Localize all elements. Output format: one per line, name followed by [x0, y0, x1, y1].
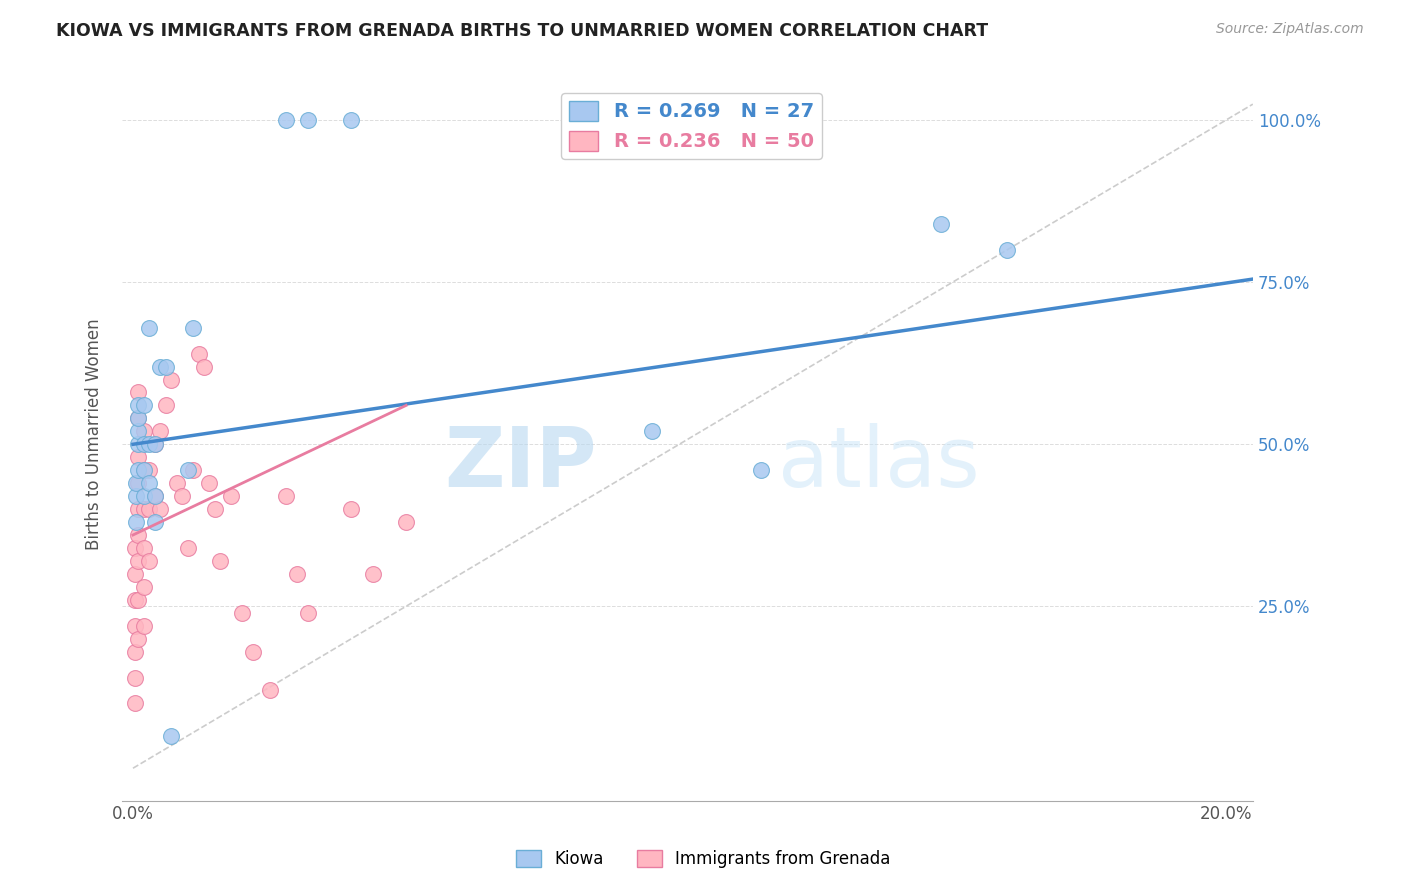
Point [995, 243, 1018, 257]
Point [176, 541, 198, 555]
Point [124, 541, 146, 555]
Point [127, 399, 149, 413]
Point [132, 489, 155, 503]
Point [127, 554, 149, 568]
Point [124, 592, 146, 607]
Point [155, 359, 177, 374]
Point [127, 502, 149, 516]
Point [149, 425, 172, 439]
Point [127, 385, 149, 400]
Point [124, 697, 146, 711]
Point [149, 359, 172, 374]
Point [285, 566, 308, 581]
Point [132, 541, 155, 555]
Point [395, 515, 418, 529]
Point [127, 476, 149, 491]
Point [124, 566, 146, 581]
Point [193, 359, 215, 374]
Point [127, 592, 149, 607]
Point [209, 554, 232, 568]
Point [641, 425, 664, 439]
Point [127, 437, 149, 451]
Point [124, 618, 146, 632]
Point [221, 489, 243, 503]
Point [132, 463, 155, 477]
Text: atlas: atlas [778, 424, 980, 504]
Y-axis label: Births to Unmarried Women: Births to Unmarried Women [86, 318, 103, 550]
Point [931, 217, 953, 231]
Point [132, 425, 155, 439]
Point [149, 502, 172, 516]
Point [138, 320, 160, 334]
Point [127, 463, 149, 477]
Point [124, 645, 146, 659]
Point [297, 606, 319, 620]
Point [274, 489, 297, 503]
Point [166, 476, 188, 491]
Point [242, 645, 264, 659]
Point [127, 411, 149, 425]
Point [160, 372, 183, 386]
Point [143, 515, 166, 529]
Point [138, 502, 160, 516]
Point [132, 502, 155, 516]
Point [132, 618, 155, 632]
Point [231, 606, 253, 620]
Point [204, 502, 226, 516]
Point [259, 683, 281, 698]
Point [176, 463, 198, 477]
Point [143, 489, 166, 503]
Point [160, 729, 183, 743]
Point [138, 437, 160, 451]
Point [274, 113, 297, 128]
Point [749, 463, 772, 477]
Point [127, 425, 149, 439]
Text: ZIP: ZIP [444, 424, 598, 504]
Legend: R = 0.269   N = 27, R = 0.236   N = 50: R = 0.269 N = 27, R = 0.236 N = 50 [561, 93, 823, 159]
Point [132, 580, 155, 594]
Point [155, 399, 177, 413]
Point [132, 463, 155, 477]
Point [138, 463, 160, 477]
Point [127, 450, 149, 465]
Point [340, 502, 363, 516]
Text: KIOWA VS IMMIGRANTS FROM GRENADA BIRTHS TO UNMARRIED WOMEN CORRELATION CHART: KIOWA VS IMMIGRANTS FROM GRENADA BIRTHS … [56, 22, 988, 40]
Legend: Kiowa, Immigrants from Grenada: Kiowa, Immigrants from Grenada [509, 843, 897, 875]
Point [363, 566, 385, 581]
Point [181, 320, 204, 334]
Point [127, 528, 149, 542]
Point [143, 437, 166, 451]
Point [127, 632, 149, 646]
Point [297, 113, 319, 128]
Point [340, 113, 363, 128]
Point [172, 489, 194, 503]
Point [187, 346, 209, 360]
Point [138, 476, 160, 491]
Point [138, 554, 160, 568]
Point [127, 411, 149, 425]
Point [125, 515, 148, 529]
Point [132, 437, 155, 451]
Point [181, 463, 204, 477]
Point [143, 489, 166, 503]
Point [198, 476, 221, 491]
Point [143, 437, 166, 451]
Point [132, 399, 155, 413]
Point [125, 489, 148, 503]
Point [124, 671, 146, 685]
Text: Source: ZipAtlas.com: Source: ZipAtlas.com [1216, 22, 1364, 37]
Point [125, 476, 148, 491]
